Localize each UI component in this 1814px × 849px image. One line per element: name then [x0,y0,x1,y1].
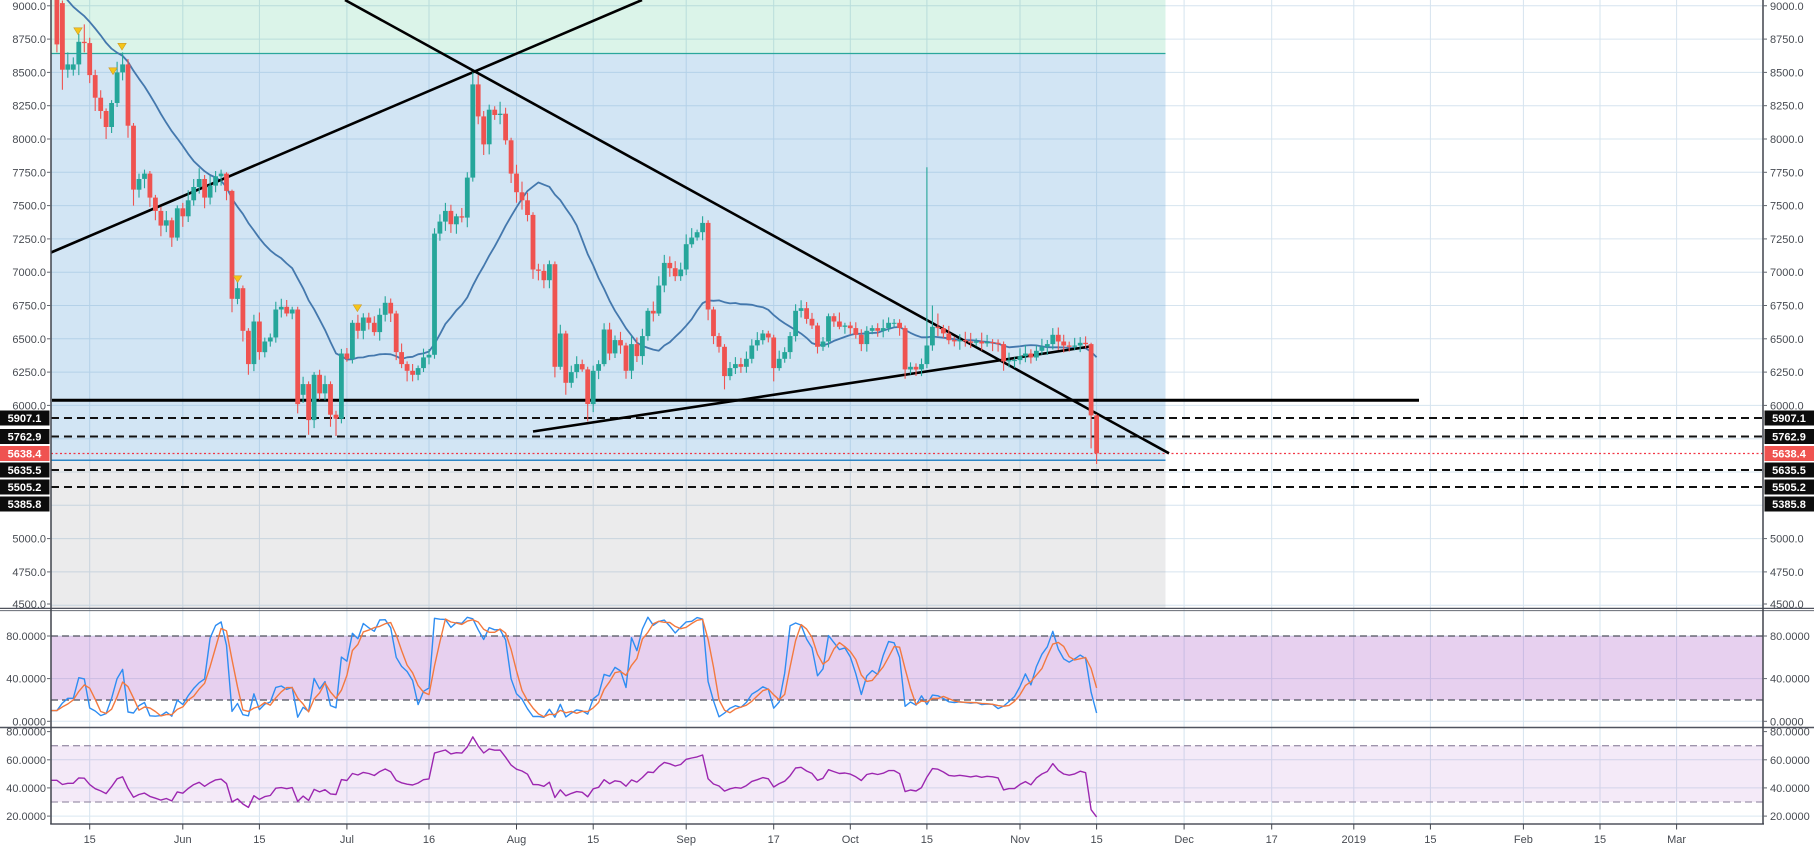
svg-text:Oct: Oct [842,834,859,846]
svg-text:80.0000: 80.0000 [1770,727,1810,739]
svg-text:5638.4: 5638.4 [8,449,43,461]
svg-text:Feb: Feb [1514,834,1533,846]
svg-text:Nov: Nov [1010,834,1030,846]
svg-text:Jun: Jun [174,834,192,846]
svg-text:15: 15 [1594,834,1606,846]
svg-text:60.0000: 60.0000 [6,755,46,767]
svg-text:16: 16 [423,834,435,846]
svg-text:20.0000: 20.0000 [1770,811,1810,823]
svg-text:Sep: Sep [676,834,696,846]
svg-text:5385.8: 5385.8 [1772,499,1806,511]
svg-text:6000.0: 6000.0 [12,400,46,412]
svg-text:6250.0: 6250.0 [1770,367,1804,379]
svg-text:5505.2: 5505.2 [1772,482,1806,494]
svg-text:15: 15 [84,834,96,846]
svg-text:9000.0: 9000.0 [1770,1,1804,13]
svg-text:4500.0: 4500.0 [12,599,46,611]
svg-text:Jul: Jul [340,834,354,846]
svg-text:7000.0: 7000.0 [12,267,46,279]
svg-text:40.0000: 40.0000 [6,674,46,686]
svg-text:6500.0: 6500.0 [12,334,46,346]
svg-text:4750.0: 4750.0 [12,567,46,579]
svg-text:Dec: Dec [1174,834,1194,846]
svg-text:6750.0: 6750.0 [12,301,46,313]
svg-text:Aug: Aug [507,834,527,846]
svg-text:5907.1: 5907.1 [1772,413,1806,425]
svg-text:8750.0: 8750.0 [12,34,46,46]
svg-text:15: 15 [253,834,265,846]
svg-text:8000.0: 8000.0 [12,134,46,146]
svg-text:15: 15 [921,834,933,846]
svg-text:4500.0: 4500.0 [1770,599,1804,611]
svg-text:80.0000: 80.0000 [6,727,46,739]
svg-text:7250.0: 7250.0 [1770,234,1804,246]
svg-text:6000.0: 6000.0 [1770,400,1804,412]
svg-text:5505.2: 5505.2 [8,482,42,494]
svg-text:40.0000: 40.0000 [1770,674,1810,686]
svg-text:5638.4: 5638.4 [1772,449,1807,461]
svg-text:7750.0: 7750.0 [1770,167,1804,179]
svg-text:8250.0: 8250.0 [12,101,46,113]
svg-text:8750.0: 8750.0 [1770,34,1804,46]
svg-text:7500.0: 7500.0 [1770,201,1804,213]
svg-text:80.0000: 80.0000 [1770,631,1810,643]
svg-text:7750.0: 7750.0 [12,167,46,179]
svg-text:7250.0: 7250.0 [12,234,46,246]
svg-text:40.0000: 40.0000 [1770,783,1810,795]
svg-text:8000.0: 8000.0 [1770,134,1804,146]
svg-text:6250.0: 6250.0 [12,367,46,379]
svg-text:9000.0: 9000.0 [12,1,46,13]
svg-text:60.0000: 60.0000 [1770,755,1810,767]
svg-text:5762.9: 5762.9 [1772,432,1806,444]
svg-text:8500.0: 8500.0 [1770,67,1804,79]
svg-text:5635.5: 5635.5 [8,465,42,477]
svg-text:40.0000: 40.0000 [6,783,46,795]
svg-text:8500.0: 8500.0 [12,67,46,79]
svg-text:Mar: Mar [1667,834,1686,846]
svg-text:5000.0: 5000.0 [12,534,46,546]
svg-text:2019: 2019 [1342,834,1366,846]
svg-text:8250.0: 8250.0 [1770,101,1804,113]
svg-text:0.0000: 0.0000 [1770,716,1804,728]
svg-text:5907.1: 5907.1 [8,413,42,425]
svg-text:17: 17 [768,834,780,846]
svg-text:5635.5: 5635.5 [1772,465,1806,477]
svg-text:7000.0: 7000.0 [1770,267,1804,279]
svg-text:4750.0: 4750.0 [1770,567,1804,579]
svg-text:6750.0: 6750.0 [1770,301,1804,313]
svg-text:17: 17 [1266,834,1278,846]
svg-text:15: 15 [1090,834,1102,846]
svg-text:5385.8: 5385.8 [8,499,42,511]
svg-text:0.0000: 0.0000 [12,716,46,728]
svg-text:7500.0: 7500.0 [12,201,46,213]
svg-text:15: 15 [1424,834,1436,846]
svg-text:20.0000: 20.0000 [6,811,46,823]
svg-text:80.0000: 80.0000 [6,631,46,643]
svg-text:5000.0: 5000.0 [1770,534,1804,546]
svg-text:15: 15 [587,834,599,846]
svg-text:6500.0: 6500.0 [1770,334,1804,346]
svg-text:5762.9: 5762.9 [8,432,42,444]
